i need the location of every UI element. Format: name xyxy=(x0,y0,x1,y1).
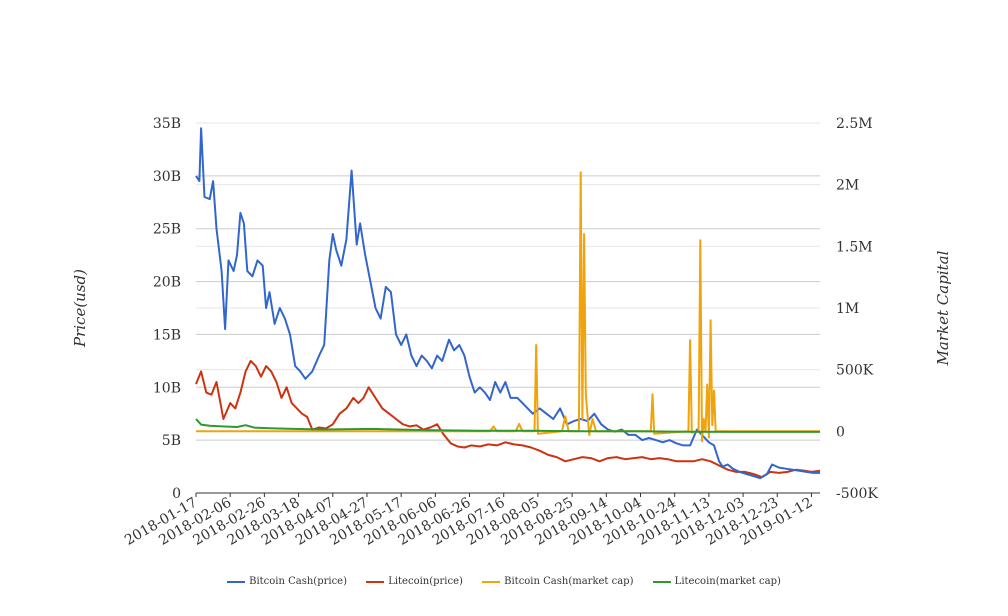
y-right-tick-labels: -500K 0 500K 1M 1.5M 2M 2.5M xyxy=(836,116,878,502)
legend-label: Litecoin(price) xyxy=(388,576,463,587)
series-line-3 xyxy=(195,418,820,433)
y-right-tick-label: -500K xyxy=(836,486,878,502)
series-line-2 xyxy=(196,171,820,443)
legend-label: Litecoin(market cap) xyxy=(674,576,781,587)
y-right-tick-label: 1.5M xyxy=(836,239,873,255)
y-right-tick-label: 2.5M xyxy=(836,116,873,132)
y-left-tick-label: 10B xyxy=(153,380,181,396)
legend-label: Bitcoin Cash(price) xyxy=(249,576,347,587)
gridlines xyxy=(196,122,820,441)
y-left-tick-labels: 0 5B 10B 15B 20B 25B 30B 35B xyxy=(153,116,181,502)
series-lines xyxy=(195,127,821,480)
y-left-tick-label: 25B xyxy=(153,222,181,238)
legend-item[interactable]: Litecoin(market cap) xyxy=(652,576,781,587)
legend-swatch xyxy=(227,580,246,583)
series-line-1 xyxy=(195,359,821,479)
y-right-tick-label: 2M xyxy=(836,178,859,194)
y-left-tick-label: 0 xyxy=(172,486,181,502)
x-tick-labels: 2018-01-172018-02-062018-02-262018-03-18… xyxy=(122,493,815,549)
legend-swatch xyxy=(366,580,385,583)
y-left-tick-label: 15B xyxy=(153,327,181,343)
legend-item[interactable]: Bitcoin Cash(price) xyxy=(227,576,347,587)
y-right-axis-title: Market Capital xyxy=(934,250,952,366)
legend-item[interactable]: Bitcoin Cash(market cap) xyxy=(482,576,633,587)
y-right-tick-label: 500K xyxy=(836,363,874,379)
y-right-tick-label: 1M xyxy=(836,301,859,317)
y-left-tick-label: 35B xyxy=(153,116,181,132)
legend-label: Bitcoin Cash(market cap) xyxy=(504,576,634,587)
y-right-tick-label: 0 xyxy=(836,424,845,440)
series-line-0 xyxy=(195,127,820,480)
legend-swatch xyxy=(482,580,501,583)
legend-item[interactable]: Litecoin(price) xyxy=(366,576,463,587)
legend-swatch xyxy=(652,580,671,583)
y-left-tick-label: 30B xyxy=(153,169,181,185)
legend: Bitcoin Cash(price) Litecoin(price) Bitc… xyxy=(0,576,1008,587)
y-left-axis-title: Price(usd) xyxy=(71,269,89,348)
y-left-tick-label: 20B xyxy=(153,275,181,291)
y-left-tick-label: 5B xyxy=(162,433,181,449)
